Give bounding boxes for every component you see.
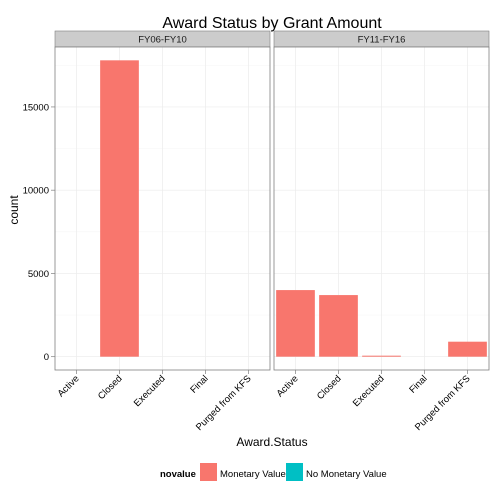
legend-key-no-monetary-value [286, 463, 303, 481]
y-tick-label: 5000 [28, 269, 49, 280]
legend-label-monetary-value: Monetary Value [220, 469, 286, 480]
x-tick-label: Final [407, 373, 429, 395]
legend-title: novalue [160, 469, 196, 480]
y-axis-title: count [7, 195, 21, 225]
x-tick-label: Closed [315, 373, 344, 402]
x-tick-label: Active [56, 373, 82, 399]
facet-strip-label: FY11-FY16 [358, 35, 406, 46]
legend-key-monetary-value [200, 463, 217, 481]
y-tick-label: 0 [44, 352, 49, 363]
x-tick-label: Executed [132, 373, 168, 409]
x-tick-label: Active [275, 373, 301, 399]
chart-title: Award Status by Grant Amount [162, 15, 382, 32]
x-tick-label: Executed [351, 373, 387, 409]
x-tick-label: Final [188, 373, 210, 395]
bar-purged-from-kfs [448, 341, 487, 357]
y-tick-label: 15000 [23, 102, 49, 113]
bar-active [276, 290, 315, 357]
bar-closed [100, 60, 139, 357]
x-axis-title: Award.Status [236, 435, 307, 449]
facet-strip-label: FY06-FY10 [138, 35, 187, 46]
legend-label-no-monetary-value: No Monetary Value [306, 469, 387, 480]
x-tick-label: Closed [96, 373, 125, 402]
legend: novalue Monetary Value No Monetary Value [160, 463, 387, 481]
bar-executed [362, 355, 401, 357]
bar-closed [319, 295, 358, 357]
y-tick-label: 10000 [23, 186, 49, 197]
